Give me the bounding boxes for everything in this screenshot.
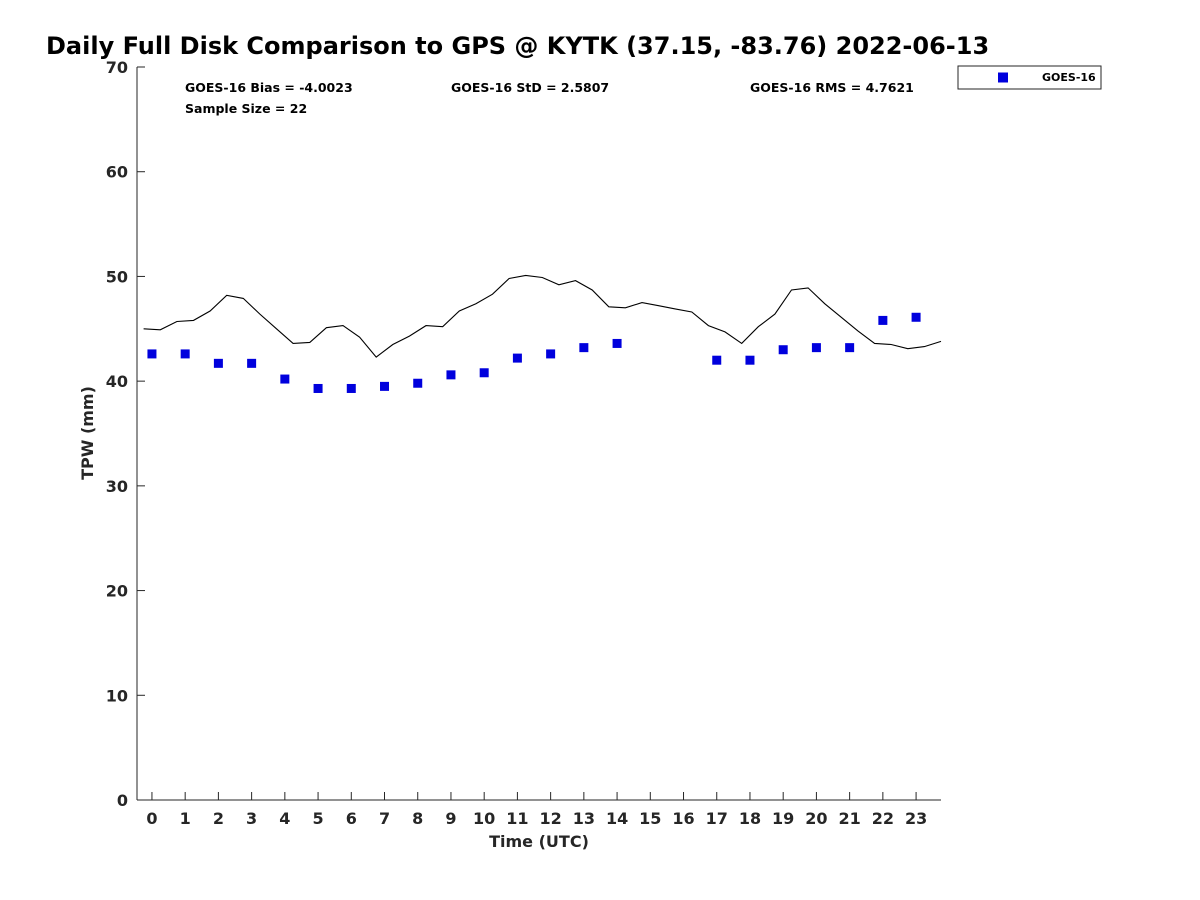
goes16-data-point bbox=[878, 315, 888, 325]
goes16-data-point bbox=[512, 353, 522, 363]
goes16-data-point bbox=[147, 349, 157, 359]
goes16-data-point bbox=[612, 338, 622, 348]
goes16-data-point bbox=[745, 355, 755, 365]
chart-title: Daily Full Disk Comparison to GPS @ KYTK… bbox=[46, 32, 989, 60]
y-tick-label: 60 bbox=[106, 163, 128, 182]
x-tick-label: 14 bbox=[606, 809, 628, 828]
legend: GOES-16 bbox=[957, 65, 1102, 90]
std-stat: GOES-16 StD = 2.5807 bbox=[451, 80, 609, 95]
goes16-data-point bbox=[413, 378, 423, 388]
y-axis-label: TPW (mm) bbox=[78, 386, 97, 480]
y-axis-ticks: 0 10 20 30 40 50 60 70 bbox=[106, 58, 145, 810]
x-axis-label: Time (UTC) bbox=[489, 832, 589, 851]
goes16-data-point bbox=[247, 358, 257, 368]
x-tick-label: 0 bbox=[146, 809, 157, 828]
x-tick-label: 6 bbox=[346, 809, 357, 828]
x-axis-ticks: 0 1 2 3 4 5 6 7 8 9 10 11 12 13 14 15 16 17 18 19 20 21 22 23 bbox=[146, 792, 927, 828]
x-tick-label: 16 bbox=[672, 809, 694, 828]
x-tick-label: 5 bbox=[312, 809, 323, 828]
x-tick-label: 9 bbox=[445, 809, 456, 828]
x-tick-label: 17 bbox=[706, 809, 728, 828]
goes16-data-point bbox=[712, 355, 722, 365]
goes16-data-point bbox=[180, 349, 190, 359]
y-tick-label: 30 bbox=[106, 477, 128, 496]
series-layer bbox=[143, 274, 942, 393]
y-tick-label: 70 bbox=[106, 58, 128, 77]
goes16-data-point bbox=[778, 345, 788, 355]
sample-size-stat: Sample Size = 22 bbox=[185, 101, 307, 116]
x-tick-label: 7 bbox=[379, 809, 390, 828]
x-tick-label: 8 bbox=[412, 809, 423, 828]
x-tick-label: 22 bbox=[872, 809, 894, 828]
y-tick-label: 50 bbox=[106, 267, 128, 286]
goes16-data-point bbox=[213, 358, 223, 368]
x-tick-label: 23 bbox=[905, 809, 927, 828]
x-tick-label: 18 bbox=[739, 809, 761, 828]
x-tick-label: 12 bbox=[539, 809, 561, 828]
x-tick-label: 10 bbox=[473, 809, 495, 828]
goes16-data-point bbox=[479, 368, 489, 378]
rms-stat: GOES-16 RMS = 4.7621 bbox=[750, 80, 914, 95]
x-tick-label: 21 bbox=[839, 809, 861, 828]
bias-stat: GOES-16 Bias = -4.0023 bbox=[185, 80, 353, 95]
goes16-data-point bbox=[845, 343, 855, 353]
goes16-data-point bbox=[380, 381, 390, 391]
legend-box bbox=[957, 65, 1102, 90]
goes16-data-point bbox=[811, 343, 821, 353]
goes16-data-point bbox=[446, 370, 456, 380]
y-tick-label: 0 bbox=[117, 791, 128, 810]
x-tick-label: 13 bbox=[573, 809, 595, 828]
x-tick-label: 20 bbox=[805, 809, 827, 828]
goes16-data-point bbox=[579, 343, 589, 353]
goes16-data-point bbox=[911, 312, 921, 322]
legend-marker-goes16 bbox=[998, 72, 1008, 83]
legend-label-goes16: GOES-16 bbox=[1042, 71, 1096, 84]
goes16-data-point bbox=[280, 374, 290, 384]
goes16-data-point bbox=[313, 383, 323, 393]
x-tick-label: 15 bbox=[639, 809, 661, 828]
y-tick-label: 20 bbox=[106, 582, 128, 601]
y-tick-label: 40 bbox=[106, 372, 128, 391]
gps-tpw-line bbox=[143, 274, 942, 358]
goes16-data-point bbox=[346, 383, 356, 393]
x-tick-label: 3 bbox=[246, 809, 257, 828]
goes16-data-point bbox=[546, 349, 556, 359]
y-tick-label: 10 bbox=[106, 686, 128, 705]
x-tick-label: 4 bbox=[279, 809, 290, 828]
x-tick-label: 19 bbox=[772, 809, 794, 828]
x-tick-label: 2 bbox=[213, 809, 224, 828]
x-tick-label: 1 bbox=[180, 809, 191, 828]
x-tick-label: 11 bbox=[506, 809, 528, 828]
